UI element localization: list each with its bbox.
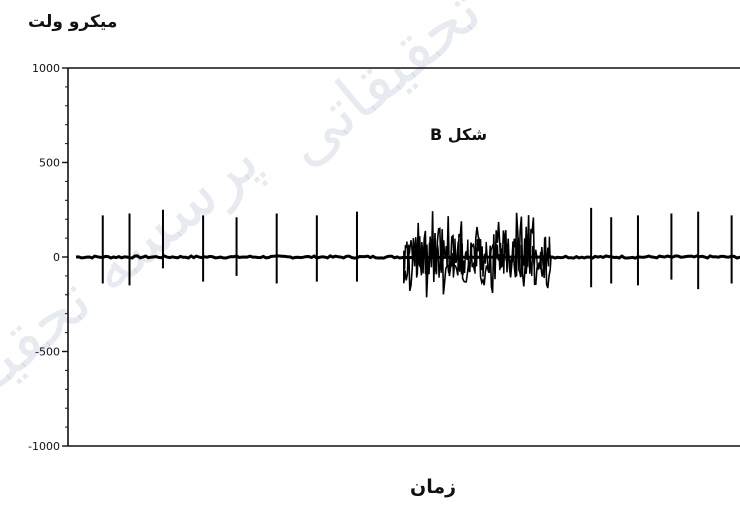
burst-core-trace [403, 235, 551, 278]
y-tick-label: 500 [39, 157, 60, 170]
x-axis-label: زمان [410, 476, 457, 498]
y-tick-label: 0 [53, 251, 60, 264]
chart-title: شکل B [430, 125, 488, 144]
burst-trace [403, 211, 552, 298]
y-tick-label: -500 [35, 346, 60, 359]
y-axis-label: میکرو ولت [28, 12, 118, 32]
y-tick-label: 1000 [32, 62, 60, 75]
y-tick-label: -1000 [28, 440, 60, 453]
